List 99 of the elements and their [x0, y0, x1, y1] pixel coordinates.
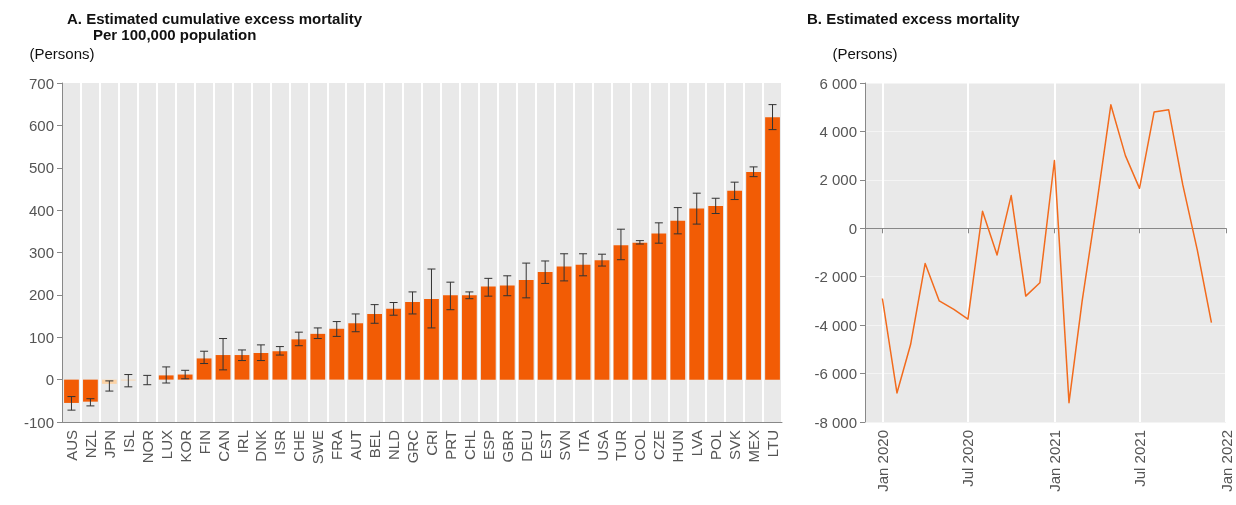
- x-tick-label: CRI: [422, 430, 440, 456]
- x-tick-label: CAN: [214, 430, 232, 462]
- y-tick-label: -2 000: [814, 268, 857, 286]
- y-tick-label: 500: [28, 159, 54, 177]
- x-tick-label: GBR: [498, 429, 516, 463]
- bar: [651, 233, 667, 380]
- x-tick-label: SVK: [726, 430, 744, 461]
- y-tick-label: -8 000: [814, 413, 857, 431]
- y-tick-label: 0: [848, 219, 857, 237]
- bar: [253, 352, 269, 380]
- x-tick-label: BEL: [366, 430, 384, 459]
- x-tick-label: Jan 2022: [1217, 430, 1235, 492]
- bar: [443, 295, 458, 380]
- x-tick-label: DNK: [252, 430, 270, 462]
- y-tick-label: 4 000: [819, 122, 857, 140]
- bar: [594, 260, 610, 380]
- x-tick-label: NOR: [138, 429, 156, 464]
- x-tick-label: Jul 2021: [1131, 430, 1149, 487]
- y-tick-label: -100: [23, 413, 54, 431]
- x-tick-label: NZL: [81, 430, 99, 459]
- bar: [518, 280, 534, 380]
- x-tick-label: TUR: [612, 429, 630, 461]
- x-tick-label: ISL: [119, 430, 137, 453]
- y-tick-label: 6 000: [819, 74, 857, 92]
- y-tick-label: 700: [28, 74, 54, 92]
- bar: [83, 379, 98, 402]
- x-tick-label: ESP: [479, 430, 497, 461]
- bar: [272, 351, 288, 380]
- x-tick-label: LUX: [157, 430, 175, 460]
- y-tick-label: 400: [28, 201, 54, 219]
- x-tick-label: HUN: [669, 430, 687, 463]
- x-tick-label: Jan 2021: [1045, 430, 1063, 492]
- x-tick-label: SWE: [309, 430, 327, 465]
- y-tick-label: -4 000: [814, 316, 857, 334]
- y-axis-title: (Persons): [832, 45, 898, 62]
- y-axis-title: (Persons): [29, 45, 95, 62]
- x-tick-label: CHE: [290, 430, 308, 462]
- x-tick-label: ISR: [271, 429, 289, 456]
- x-tick-label: FIN: [195, 430, 213, 455]
- bar: [158, 375, 174, 380]
- chart-subtitle: Per 100,000 population: [93, 26, 257, 43]
- bar: [480, 286, 496, 380]
- x-tick-label: USA: [593, 430, 611, 461]
- bar: [461, 295, 477, 380]
- y-tick-label: 0: [45, 371, 54, 389]
- chart-title: B. Estimated excess mortality: [807, 10, 1021, 27]
- x-tick-label: MEX: [745, 430, 763, 463]
- bar: [310, 333, 326, 380]
- chart-title: A. Estimated cumulative excess mortality: [67, 10, 363, 27]
- x-tick-label: NLD: [385, 429, 403, 461]
- line-series: [881, 104, 1213, 404]
- bar: [537, 271, 553, 380]
- x-tick-label: DEU: [517, 430, 535, 462]
- bar: [291, 339, 307, 380]
- bar: [708, 205, 724, 380]
- bar: [367, 313, 383, 380]
- y-tick-label: 200: [28, 286, 54, 304]
- x-tick-label: Jan 2020: [873, 430, 891, 492]
- y-tick-label: -6 000: [814, 365, 857, 383]
- x-tick-label: LVA: [688, 430, 706, 457]
- x-tick-label: FRA: [328, 430, 346, 460]
- bar: [689, 208, 705, 380]
- x-tick-label: EST: [536, 430, 554, 460]
- bar: [575, 264, 591, 380]
- bar: [348, 323, 364, 380]
- x-tick-label: IRL: [233, 430, 251, 454]
- y-tick-label: 2 000: [819, 171, 857, 189]
- x-tick-label: SVN: [555, 430, 573, 461]
- bar: [746, 171, 761, 380]
- bar: [556, 266, 572, 380]
- x-tick-label: JPN: [100, 430, 118, 459]
- bar: [670, 220, 686, 380]
- bar: [386, 308, 401, 380]
- bar: [424, 299, 439, 380]
- x-tick-label: AUS: [62, 430, 80, 461]
- bar: [499, 285, 515, 380]
- x-tick-label: PRT: [441, 430, 459, 460]
- x-tick-label: GRC: [404, 429, 422, 464]
- x-tick-label: COL: [631, 430, 649, 461]
- bar: [64, 379, 79, 403]
- x-tick-label: CHL: [460, 430, 478, 461]
- y-tick-label: 300: [28, 244, 54, 261]
- x-tick-label: AUT: [347, 430, 365, 460]
- x-tick-label: ITA: [574, 430, 592, 453]
- bar: [765, 117, 780, 380]
- bar: [632, 242, 648, 380]
- bar: [234, 355, 250, 380]
- y-tick-label: 600: [28, 116, 54, 134]
- x-tick-label: KOR: [176, 429, 194, 463]
- y-tick-label: 100: [28, 328, 54, 346]
- bar: [727, 190, 743, 380]
- x-tick-label: LTU: [764, 430, 782, 458]
- bar: [405, 302, 420, 380]
- bar: [329, 328, 345, 380]
- bar: [196, 358, 212, 380]
- x-tick-label: POL: [707, 430, 725, 461]
- x-tick-label: CZE: [650, 430, 668, 460]
- bar: [613, 245, 629, 380]
- x-tick-label: Jul 2020: [959, 430, 977, 487]
